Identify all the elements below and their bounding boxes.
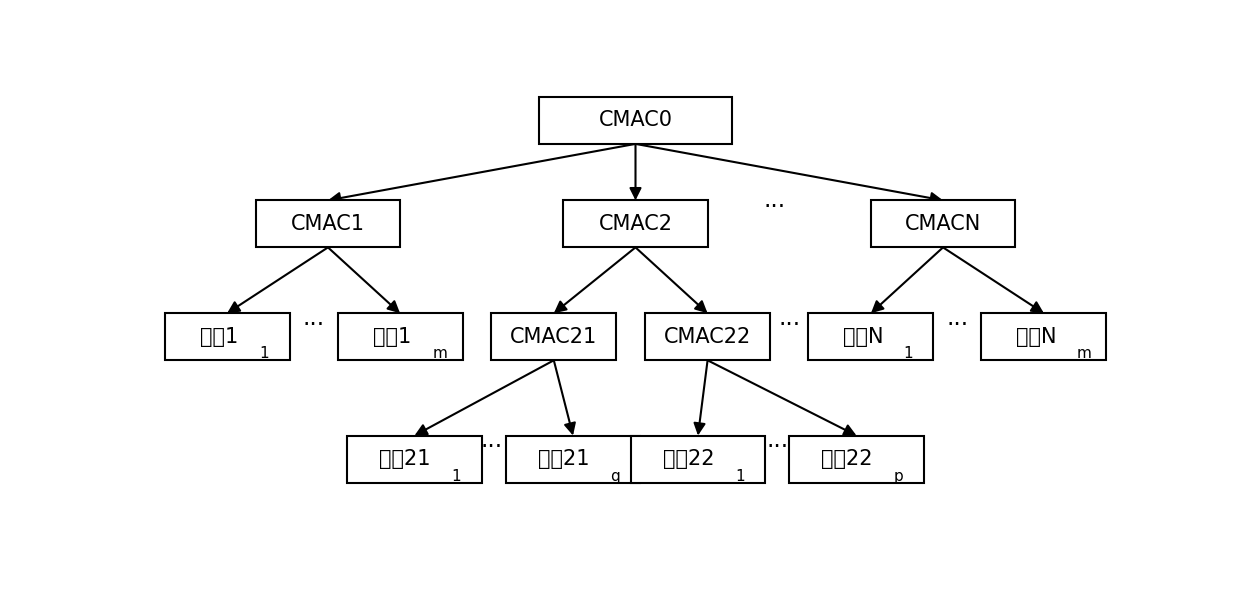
Text: 特徍22: 特徍22 [821,449,873,469]
Text: 特徍1: 特徍1 [201,327,238,347]
Text: ···: ··· [766,436,789,459]
Text: m: m [1076,346,1091,361]
Text: 特徍22: 特徍22 [662,449,714,469]
Text: m: m [433,346,448,361]
FancyBboxPatch shape [631,436,765,483]
Text: 特徍21: 特徍21 [538,449,589,469]
FancyBboxPatch shape [645,313,770,360]
Text: 1: 1 [904,346,913,361]
Text: ···: ··· [303,313,325,337]
Text: q: q [610,469,620,483]
Text: 特徍N: 特徍N [843,327,884,347]
FancyBboxPatch shape [347,436,481,483]
Text: 特徍21: 特徍21 [379,449,430,469]
Text: CMAC22: CMAC22 [663,327,751,347]
Text: CMACN: CMACN [905,214,981,234]
Text: ···: ··· [779,313,800,337]
FancyBboxPatch shape [337,313,463,360]
Text: 1: 1 [259,346,269,361]
FancyBboxPatch shape [870,200,1016,247]
Text: 1: 1 [451,469,461,483]
FancyBboxPatch shape [539,97,732,144]
FancyBboxPatch shape [165,313,290,360]
Text: p: p [894,469,903,483]
FancyBboxPatch shape [789,436,924,483]
Text: ···: ··· [764,196,786,219]
Text: CMAC21: CMAC21 [510,327,598,347]
Text: 1: 1 [735,469,744,483]
FancyBboxPatch shape [563,200,708,247]
FancyBboxPatch shape [982,313,1106,360]
FancyBboxPatch shape [255,200,401,247]
FancyBboxPatch shape [506,436,640,483]
Text: 特徍N: 特徍N [1016,327,1056,347]
Text: 特徍1: 特徍1 [373,327,412,347]
Text: CMAC1: CMAC1 [291,214,365,234]
Text: ···: ··· [480,436,502,459]
FancyBboxPatch shape [808,313,934,360]
Text: ···: ··· [946,313,968,337]
Text: CMAC0: CMAC0 [599,111,672,130]
FancyBboxPatch shape [491,313,616,360]
Text: CMAC2: CMAC2 [599,214,672,234]
